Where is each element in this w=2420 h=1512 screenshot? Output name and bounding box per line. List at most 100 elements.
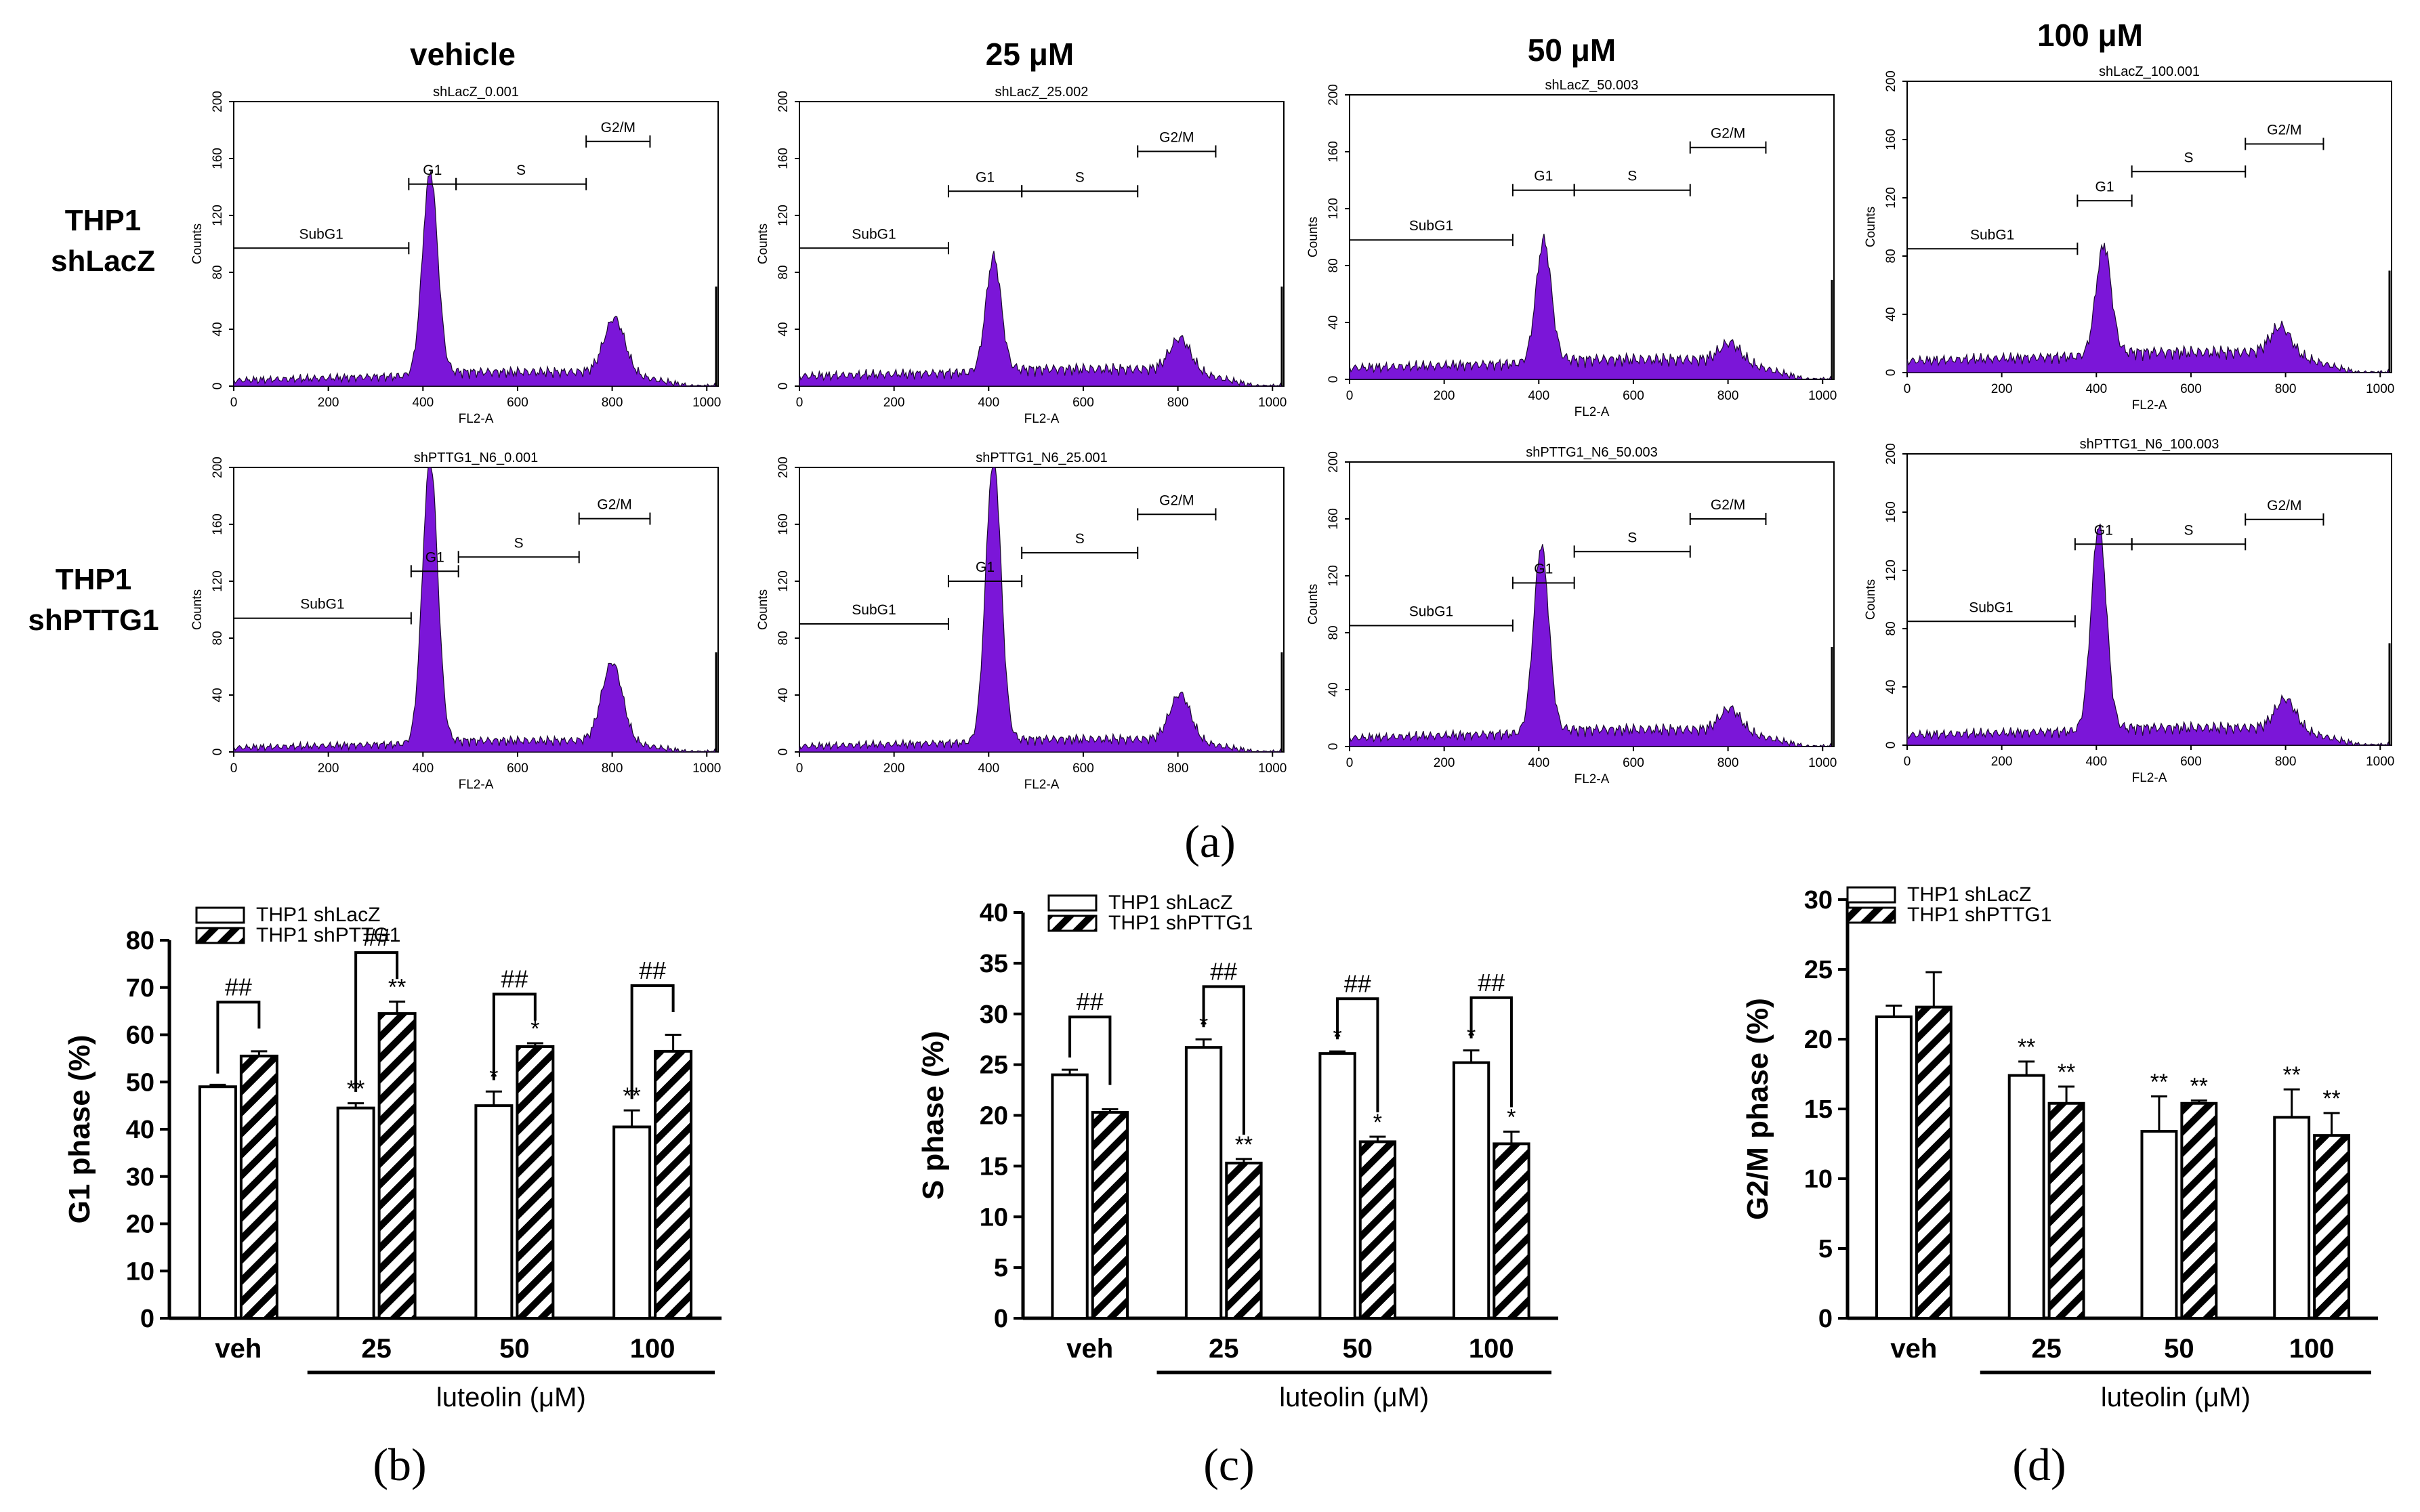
bar-shlacz-veh <box>1051 1073 1089 1320</box>
y-tick-label: 120 <box>1884 187 1898 209</box>
y-tick-label: 70 <box>126 974 154 1003</box>
x-axis-label: FL2-A <box>1574 405 1610 419</box>
y-tick-label: 25 <box>980 1051 1008 1080</box>
y-tick-label: 160 <box>776 513 791 535</box>
x-tick-label: 600 <box>1623 756 1644 770</box>
y-tick-label: 40 <box>1327 315 1341 329</box>
y-tick-label: 40 <box>1884 679 1898 694</box>
y-tick-label: 40 <box>1327 682 1341 696</box>
y-tick-label: 200 <box>1327 451 1341 473</box>
legend-label: THP1 shLacZ <box>256 904 380 926</box>
comparison-bracket <box>354 951 399 1092</box>
histogram-area <box>1906 523 2392 746</box>
x-tick-label: 1000 <box>1808 756 1837 770</box>
x-tick-label: 0 <box>1904 755 1911 769</box>
y-tick-label: 120 <box>776 570 791 592</box>
comparison-bracket <box>1202 985 1245 1135</box>
y-tick-label: 200 <box>1327 84 1341 106</box>
x-tick-label: 1000 <box>1808 389 1837 403</box>
y-tick-label: 0 <box>211 749 225 756</box>
column-title-25um: 25 μM <box>986 37 1074 72</box>
gate-g2m-label: G2/M <box>597 497 631 513</box>
comparison-bracket <box>1068 1015 1112 1085</box>
bar-shlacz-100 <box>1452 1061 1490 1320</box>
bar-shpttg1-25 <box>377 1012 417 1320</box>
y-tick-label: 10 <box>980 1203 1008 1232</box>
x-tick-label: 200 <box>883 396 905 410</box>
gate-subg1-label: SubG1 <box>1969 600 2013 615</box>
y-tick-label: 40 <box>776 688 791 702</box>
x-tick-label: 800 <box>1717 756 1739 770</box>
row-label-shlacz-line1: THP1 <box>65 204 141 237</box>
legend-swatch-shpttg1 <box>195 927 245 944</box>
y-tick-label: 40 <box>211 688 225 702</box>
x-tick-label: 800 <box>1167 396 1189 410</box>
y-tick-label: 120 <box>1327 198 1341 219</box>
gate-subg1-label: SubG1 <box>1409 218 1453 234</box>
flow-histogram-r0-c3: shLacZ_100.001 0 200 400 600 800 1000 0 40 80 120 1… <box>1864 64 2394 413</box>
column-title-100um: 100 μM <box>2037 18 2143 53</box>
y-tick-label: 50 <box>126 1068 154 1097</box>
y-tick-label: 80 <box>776 631 791 645</box>
gate-s-label: S <box>1627 169 1637 184</box>
gate-s-label: S <box>2184 522 2193 538</box>
flow-histogram-r1-c0: shPTTG1_N6_0.001 0 200 400 600 800 1000 0 40 80 12… <box>190 450 721 792</box>
x-tick-label: 800 <box>1167 761 1189 776</box>
y-tick-label: 40 <box>980 899 1008 927</box>
y-tick-label: 30 <box>1804 886 1833 915</box>
y-axis-label: Counts <box>1864 579 1878 620</box>
x-tick-label: 800 <box>2275 755 2297 769</box>
y-axis-label: Counts <box>756 224 770 264</box>
panel-label-a: (a) <box>1184 816 1235 867</box>
x-axis-label: luteolin (μM) <box>1279 1383 1429 1412</box>
x-tick-label: 600 <box>1072 396 1094 410</box>
y-tick-label: 160 <box>1884 501 1898 523</box>
y-tick-label: 160 <box>1327 508 1341 530</box>
significance-star: ** <box>2018 1034 2035 1060</box>
y-axis-label: Counts <box>190 589 205 630</box>
x-tick-label: 400 <box>2085 755 2107 769</box>
bar-shpttg1-veh <box>239 1054 278 1320</box>
bar-shpttg1-100 <box>2313 1134 2351 1320</box>
x-tick-label: 600 <box>507 396 528 410</box>
y-tick-label: 80 <box>1884 249 1898 263</box>
bar-shpttg1-50 <box>2180 1101 2218 1320</box>
x-tick-label: veh <box>1890 1334 1937 1364</box>
y-tick-label: 20 <box>980 1102 1008 1131</box>
x-axis-label: FL2-A <box>2132 398 2167 413</box>
x-tick-label: 400 <box>1528 756 1549 770</box>
y-tick-label: 40 <box>211 322 225 336</box>
row-label-shpttg1-line1: THP1 <box>56 563 131 596</box>
row-label-shpttg1-line2: shPTTG1 <box>28 604 159 637</box>
y-tick-label: 0 <box>140 1305 154 1333</box>
y-tick-label: 160 <box>1884 129 1898 150</box>
gate-subg1-label: SubG1 <box>300 597 344 612</box>
y-tick-label: 0 <box>1884 369 1898 377</box>
x-tick-label: 25 <box>2031 1334 2062 1364</box>
histogram-area <box>1349 544 1834 747</box>
x-tick-label: 50 <box>499 1334 530 1364</box>
gate-g1-label: G1 <box>2095 179 2114 194</box>
comparison-hash: ## <box>1344 969 1371 997</box>
gate-s-label: S <box>1627 530 1637 545</box>
legend-label: THP1 shLacZ <box>1907 883 2031 906</box>
histogram-area <box>233 170 718 387</box>
gate-s-label: S <box>2184 150 2193 165</box>
x-tick-label: 400 <box>2085 382 2107 396</box>
gate-g1-label: G1 <box>1534 562 1553 577</box>
x-tick-label: 400 <box>412 396 434 410</box>
x-tick-label: 1000 <box>2366 755 2394 769</box>
gate-g1-label: G1 <box>2094 522 2113 538</box>
x-tick-label: 100 <box>630 1334 675 1364</box>
gate-g2m-label: G2/M <box>1159 130 1194 146</box>
x-tick-label: 800 <box>1717 389 1739 403</box>
bar-shpttg1-25 <box>1225 1161 1263 1320</box>
x-tick-label: 0 <box>1346 756 1354 770</box>
x-tick-label: 50 <box>1343 1334 1373 1364</box>
x-tick-label: veh <box>1066 1334 1113 1364</box>
histogram-title: shPTTG1_N6_100.003 <box>2080 437 2219 452</box>
bar-shpttg1-100 <box>1493 1142 1530 1320</box>
histogram-frame <box>233 101 719 387</box>
significance-star: ** <box>2282 1062 2300 1088</box>
